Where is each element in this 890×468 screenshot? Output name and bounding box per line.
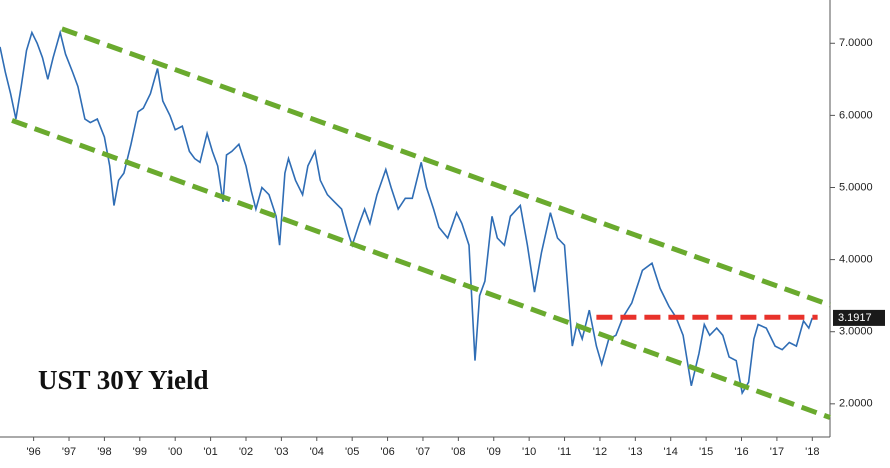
x-tick-label: '10 bbox=[522, 446, 536, 458]
trend-line bbox=[11, 118, 831, 420]
y-tick-label: 6.0000 bbox=[839, 109, 873, 121]
x-tick-label: '08 bbox=[451, 446, 465, 458]
x-tick-label: '11 bbox=[558, 446, 572, 458]
x-tick-label: '00 bbox=[168, 446, 182, 458]
x-tick-label: '14 bbox=[664, 446, 678, 458]
x-tick-label: '96 bbox=[26, 446, 40, 458]
x-tick-label: '99 bbox=[133, 446, 147, 458]
y-tick-label: 7.0000 bbox=[839, 37, 873, 49]
x-tick-label: '02 bbox=[239, 446, 253, 458]
y-tick-label: 3.0000 bbox=[839, 326, 873, 338]
last-value-label: 3.1917 bbox=[838, 312, 872, 324]
yield-line bbox=[0, 29, 814, 396]
x-tick-label: '16 bbox=[734, 446, 748, 458]
y-tick-label: 2.0000 bbox=[839, 398, 873, 410]
x-tick-label: '05 bbox=[345, 446, 359, 458]
x-tick-label: '12 bbox=[593, 446, 607, 458]
y-tick-label: 5.0000 bbox=[839, 181, 873, 193]
x-tick-label: '98 bbox=[97, 446, 111, 458]
trend-line bbox=[61, 26, 831, 308]
y-tick-label: 4.0000 bbox=[839, 254, 873, 266]
last-value-box bbox=[833, 309, 885, 326]
x-tick-label: '01 bbox=[203, 446, 217, 458]
chart-title: UST 30Y Yield bbox=[38, 365, 209, 395]
x-tick-label: '04 bbox=[310, 446, 324, 458]
x-tick-label: '07 bbox=[416, 446, 430, 458]
x-tick-label: '97 bbox=[62, 446, 76, 458]
x-tick-label: '13 bbox=[628, 446, 642, 458]
x-tick-label: '15 bbox=[699, 446, 713, 458]
x-tick-label: '03 bbox=[274, 446, 288, 458]
x-tick-label: '06 bbox=[380, 446, 394, 458]
x-tick-label: '09 bbox=[487, 446, 501, 458]
x-tick-label: '18 bbox=[805, 446, 819, 458]
x-tick-label: '17 bbox=[770, 446, 784, 458]
